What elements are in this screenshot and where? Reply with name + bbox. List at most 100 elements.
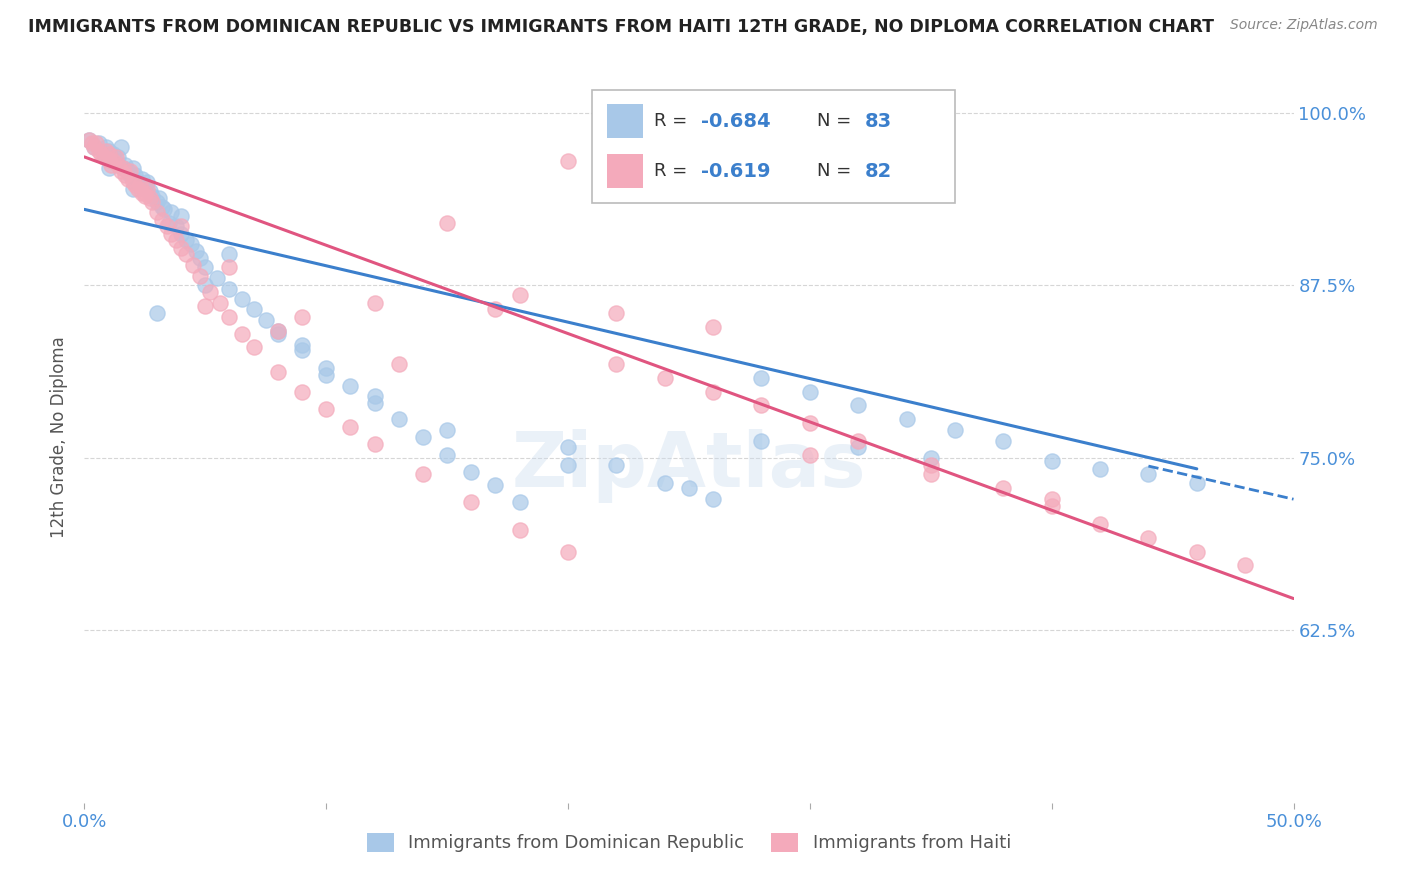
Point bbox=[846, 398, 869, 412]
Point bbox=[702, 492, 724, 507]
Point bbox=[90, 147, 112, 161]
Point bbox=[218, 260, 240, 275]
Point bbox=[170, 227, 193, 242]
Point bbox=[150, 213, 173, 227]
Point bbox=[557, 154, 579, 169]
Point bbox=[174, 233, 197, 247]
Point bbox=[509, 288, 531, 302]
Point bbox=[231, 326, 253, 341]
Point bbox=[605, 458, 627, 472]
Point bbox=[97, 145, 120, 159]
Point bbox=[124, 168, 146, 182]
Point bbox=[194, 278, 217, 293]
Point bbox=[120, 168, 142, 182]
Point bbox=[121, 182, 143, 196]
Point bbox=[136, 182, 159, 196]
Point bbox=[160, 227, 183, 242]
Point bbox=[153, 202, 176, 217]
Y-axis label: 12th Grade, No Diploma: 12th Grade, No Diploma bbox=[51, 336, 69, 538]
Point bbox=[107, 158, 129, 172]
Point bbox=[412, 467, 434, 482]
Point bbox=[103, 154, 125, 169]
Point bbox=[114, 168, 136, 182]
Point bbox=[97, 161, 120, 175]
Point bbox=[242, 340, 264, 354]
Point bbox=[141, 195, 163, 210]
Point bbox=[267, 324, 290, 338]
Point bbox=[120, 163, 142, 178]
Point bbox=[112, 161, 135, 175]
Point bbox=[460, 465, 482, 479]
Point bbox=[460, 495, 482, 509]
Point bbox=[1088, 462, 1111, 476]
Point bbox=[181, 258, 204, 272]
Point bbox=[157, 216, 180, 230]
Point bbox=[484, 301, 506, 316]
Point bbox=[846, 440, 869, 454]
Point bbox=[388, 357, 411, 371]
Point bbox=[242, 301, 264, 316]
Point bbox=[148, 191, 170, 205]
Point bbox=[751, 370, 773, 384]
Point bbox=[138, 185, 160, 199]
Point bbox=[150, 200, 173, 214]
Point bbox=[231, 292, 253, 306]
Point bbox=[339, 420, 361, 434]
Point bbox=[138, 191, 160, 205]
Point bbox=[1185, 544, 1208, 558]
Point bbox=[388, 412, 411, 426]
Point bbox=[207, 271, 229, 285]
Point bbox=[104, 150, 127, 164]
Point bbox=[146, 205, 169, 219]
Point bbox=[104, 154, 127, 169]
Point bbox=[702, 384, 724, 399]
Point bbox=[339, 379, 361, 393]
Point bbox=[77, 133, 100, 147]
Point bbox=[208, 296, 231, 310]
Point bbox=[146, 306, 169, 320]
Point bbox=[127, 182, 149, 196]
Point bbox=[100, 158, 122, 172]
Point bbox=[267, 365, 290, 379]
Point bbox=[87, 145, 110, 159]
Point bbox=[678, 481, 700, 495]
Point bbox=[131, 172, 153, 186]
Point bbox=[993, 434, 1015, 449]
Point bbox=[97, 153, 120, 167]
Point bbox=[315, 402, 337, 417]
Point bbox=[129, 178, 152, 192]
Point bbox=[799, 384, 821, 399]
Point bbox=[1137, 467, 1160, 482]
Text: IMMIGRANTS FROM DOMINICAN REPUBLIC VS IMMIGRANTS FROM HAITI 12TH GRADE, NO DIPLO: IMMIGRANTS FROM DOMINICAN REPUBLIC VS IM… bbox=[28, 18, 1215, 36]
Point bbox=[993, 481, 1015, 495]
Point bbox=[103, 147, 125, 161]
Point bbox=[160, 205, 183, 219]
Text: ZipAtlas: ZipAtlas bbox=[512, 429, 866, 503]
Point bbox=[121, 175, 143, 189]
Point bbox=[267, 326, 290, 341]
Point bbox=[165, 219, 187, 233]
Point bbox=[315, 361, 337, 376]
Point bbox=[218, 310, 240, 324]
Point bbox=[363, 389, 385, 403]
Point bbox=[846, 434, 869, 449]
Point bbox=[184, 244, 207, 258]
Point bbox=[83, 140, 105, 154]
Point bbox=[1040, 499, 1063, 513]
Point bbox=[170, 219, 193, 233]
Point bbox=[93, 150, 115, 164]
Point bbox=[1040, 492, 1063, 507]
Point bbox=[124, 178, 146, 192]
Point bbox=[291, 384, 314, 399]
Point bbox=[155, 219, 177, 233]
Point bbox=[121, 161, 143, 175]
Point bbox=[112, 161, 135, 175]
Point bbox=[174, 246, 197, 260]
Point bbox=[943, 423, 966, 437]
Point bbox=[190, 268, 212, 283]
Point bbox=[170, 209, 193, 223]
Point bbox=[254, 312, 277, 326]
Point bbox=[114, 158, 136, 172]
Point bbox=[920, 467, 942, 482]
Point bbox=[86, 136, 108, 150]
